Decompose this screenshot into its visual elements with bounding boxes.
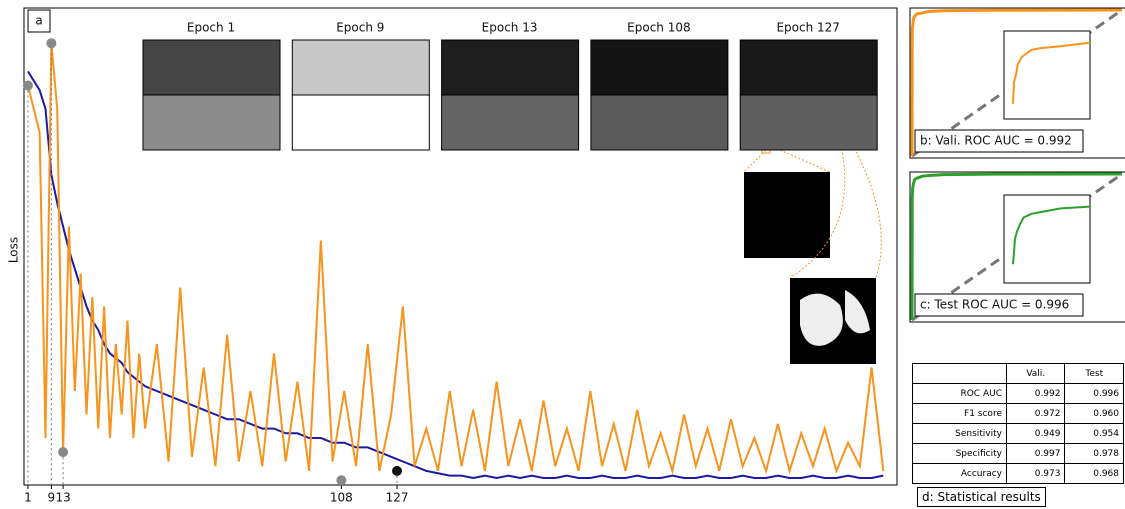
table-cell: 0.968 <box>1064 463 1124 484</box>
roc-curve <box>910 172 1123 321</box>
inset-roc-curve <box>1011 41 1091 104</box>
roc-frame <box>909 7 1125 159</box>
x-tick-label: 127 <box>386 491 409 505</box>
table-cell: ROC AUC <box>912 383 1007 404</box>
thumbnail-bottom <box>739 94 878 151</box>
roc-frame <box>909 171 1125 323</box>
inset-frame <box>1003 30 1091 120</box>
panel-label-box <box>27 9 51 33</box>
table-row: Accuracy 0.973 0.968 <box>912 463 1124 484</box>
epoch-marker <box>22 80 33 91</box>
roc-title-box <box>914 129 1084 153</box>
thumbnail-title: Epoch 9 <box>336 21 384 35</box>
thumbnail-title: Epoch 127 <box>776 21 839 35</box>
epoch-marker <box>46 38 57 49</box>
table-cell: Accuracy <box>912 463 1007 484</box>
table-cell: 0.973 <box>1005 463 1066 484</box>
table-row: Specificity 0.997 0.978 <box>912 443 1124 464</box>
y-axis-label: Loss <box>7 237 21 263</box>
thumbnail-title: Epoch 1 <box>187 21 235 35</box>
table-cell <box>912 363 1007 384</box>
thumbnail-top <box>590 39 729 96</box>
table-cell: 0.978 <box>1064 443 1124 464</box>
x-tick-label: 1 <box>24 491 32 505</box>
table-header: Vali. Test <box>912 363 1124 384</box>
inset-roc-curve <box>1011 205 1091 265</box>
epoch-marker <box>58 447 69 458</box>
table-row: Sensitivity 0.949 0.954 <box>912 423 1124 444</box>
thumbnail-bottom <box>441 94 580 151</box>
inset-frame <box>1003 194 1091 284</box>
x-tick-label: 13 <box>55 491 70 505</box>
thumbnail-title: Epoch 108 <box>627 21 690 35</box>
stats-table: Vali. Test ROC AUC 0.992 0.996 F1 score 0.972 0… <box>912 363 1124 484</box>
thumbnail-title: Epoch 13 <box>482 21 538 35</box>
loss-line <box>27 70 884 479</box>
thumbnail-top <box>739 39 878 96</box>
table-cell: Vali. <box>1005 363 1066 384</box>
table-cell: 0.996 <box>1064 383 1124 404</box>
roc-title-box <box>914 293 1084 317</box>
zoom-patches <box>743 84 882 364</box>
table-cell: 0.954 <box>1064 423 1124 444</box>
panel-label: a <box>35 14 42 28</box>
table-cell: Specificity <box>912 443 1007 464</box>
table-cell: F1 score <box>912 403 1007 424</box>
thumbnail-bottom <box>142 94 281 151</box>
thumbnail-bottom <box>590 94 729 151</box>
loss-line <box>26 43 885 475</box>
table-cell: 0.972 <box>1005 403 1066 424</box>
thumbnail-top <box>441 39 580 96</box>
table-cell: 0.960 <box>1064 403 1124 424</box>
x-tick-label: 108 <box>330 491 353 505</box>
epoch-marker <box>336 475 347 486</box>
thumbnail-bottom <box>291 94 430 151</box>
table-row: ROC AUC 0.992 0.996 <box>912 383 1124 404</box>
x-tick-label: 9 <box>48 491 56 505</box>
epoch-marker <box>392 465 403 476</box>
table-cell: 0.949 <box>1005 423 1066 444</box>
roc-curve <box>910 8 1123 157</box>
panel-a-frame <box>23 7 898 486</box>
roc-title: b: Vali. ROC AUC = 0.992 <box>920 134 1072 148</box>
table-cell: Sensitivity <box>912 423 1007 444</box>
roc-title: c: Test ROC AUC = 0.996 <box>920 298 1069 312</box>
thumbnail-top <box>142 39 281 96</box>
table-caption: d: Statistical results <box>917 487 1046 507</box>
thumbnail-top <box>291 39 430 96</box>
table-cell: 0.997 <box>1005 443 1066 464</box>
table-row: F1 score 0.972 0.960 <box>912 403 1124 424</box>
table-cell: Test <box>1064 363 1124 384</box>
table-cell: 0.992 <box>1005 383 1066 404</box>
